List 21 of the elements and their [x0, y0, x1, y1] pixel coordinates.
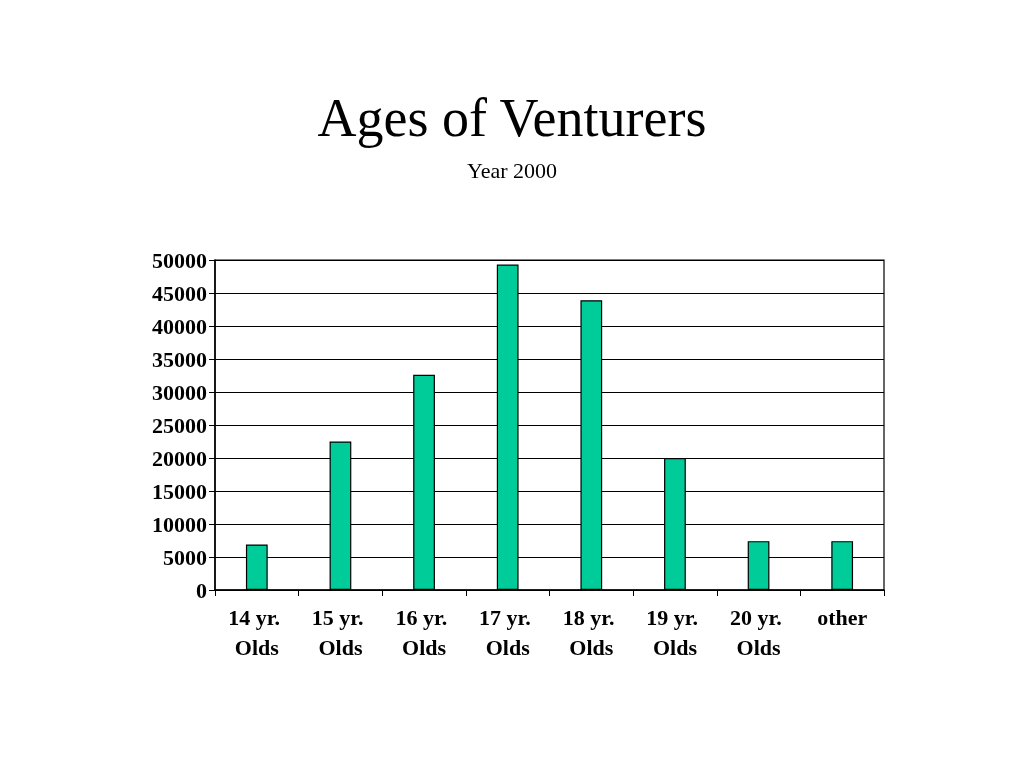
y-tick-label: 25000 — [152, 412, 207, 438]
x-tick-label: 15 yr. Olds — [311, 604, 370, 660]
y-tick-label: 45000 — [152, 280, 207, 306]
x-tick-label: 17 yr. Olds — [479, 604, 537, 660]
x-tick-label: 16 yr. Olds — [395, 604, 453, 660]
chart-title: Ages of Venturers — [317, 88, 707, 148]
y-tick-label: 0 — [196, 577, 207, 603]
x-tick-label: 20 yr. Olds — [729, 604, 788, 660]
x-tick-label: 19 yr. Olds — [646, 604, 704, 660]
chart-subtitle: Year 2000 — [466, 157, 558, 183]
x-tick-label: other — [817, 604, 868, 630]
y-tick-label: 40000 — [152, 313, 207, 339]
y-tick-label: 50000 — [152, 247, 207, 273]
y-tick-label: 30000 — [152, 379, 207, 405]
y-tick-label: 15000 — [152, 478, 207, 504]
y-tick-label: 20000 — [152, 445, 207, 471]
x-tick-label: 18 yr. Olds — [562, 604, 620, 660]
x-tick-label: 14 yr. Olds — [228, 604, 286, 660]
y-tick-label: 35000 — [152, 346, 207, 372]
y-tick-label: 10000 — [152, 511, 207, 537]
y-tick-label: 5000 — [163, 544, 207, 570]
